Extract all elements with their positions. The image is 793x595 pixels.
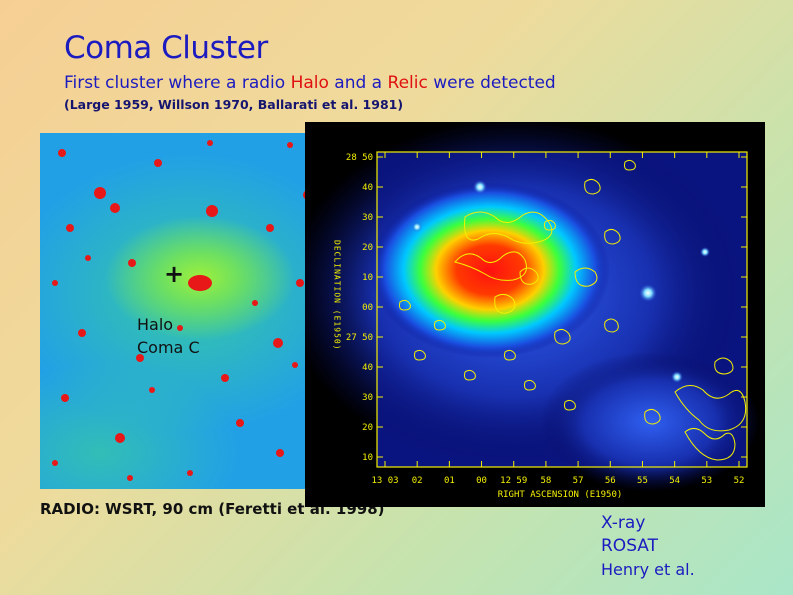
x-tick-label: 01 xyxy=(444,476,455,486)
declination-axis-label: DECLINATION (E1950) xyxy=(333,240,342,351)
y-tick-label: 20 xyxy=(362,243,373,253)
right-ascension-axis-label: RIGHT ASCENSION (E1950) xyxy=(498,490,623,500)
x-tick-label: 52 xyxy=(734,476,745,486)
subtitle-text-1: First cluster where a radio xyxy=(64,73,291,93)
halo-highlight: Halo xyxy=(290,73,329,93)
cluster-center-marker: + xyxy=(164,260,185,288)
radio-map-image xyxy=(40,133,340,489)
relic-highlight: Relic xyxy=(387,73,428,93)
y-tick-label: 40 xyxy=(362,363,373,373)
x-tick-label: 55 xyxy=(637,476,648,486)
radio-caption: RADIO: WSRT, 90 cm (Feretti et al. 1998) xyxy=(40,500,385,518)
halo-label-line2: Coma C xyxy=(137,338,200,357)
x-tick-label: 58 xyxy=(540,476,551,486)
y-tick-label: 27 50 xyxy=(346,333,373,343)
subtitle-text-2: and a xyxy=(328,73,388,93)
xray-caption: X-ray ROSAT Henry et al. xyxy=(601,512,695,581)
halo-label: Halo Coma C xyxy=(137,313,200,359)
y-tick-label: 00 xyxy=(362,303,373,313)
x-tick-label: 54 xyxy=(669,476,680,486)
subtitle-text-3: were detected xyxy=(427,73,556,93)
radio-sources xyxy=(52,140,328,481)
x-tick-label: 57 xyxy=(573,476,584,486)
y-tick-label: 30 xyxy=(362,393,373,403)
x-tick-label: 12 59 xyxy=(500,476,527,486)
x-tick-label: 13 03 xyxy=(371,476,398,486)
xray-caption-line2: ROSAT xyxy=(601,536,658,556)
xray-plot: 28 50 40 30 20 10 00 27 50 40 30 20 10 13 03 02 01 00… xyxy=(305,122,760,500)
y-tick-label: 40 xyxy=(362,183,373,193)
x-tick-label: 02 xyxy=(412,476,423,486)
x-tick-label: 53 xyxy=(701,476,712,486)
x-tick-label: 00 xyxy=(476,476,487,486)
slide-subtitle: First cluster where a radio Halo and a R… xyxy=(64,73,556,93)
y-tick-label: 10 xyxy=(362,453,373,463)
xray-caption-line3: Henry et al. xyxy=(601,560,695,579)
y-tick-label: 28 50 xyxy=(346,153,373,163)
y-tick-label: 30 xyxy=(362,213,373,223)
halo-label-line1: Halo xyxy=(137,315,174,334)
xray-image: 28 50 40 30 20 10 00 27 50 40 30 20 10 13 03 02 01 00… xyxy=(305,122,765,507)
y-tick-label: 20 xyxy=(362,423,373,433)
references: (Large 1959, Willson 1970, Ballarati et … xyxy=(64,97,404,112)
slide-title: Coma Cluster xyxy=(64,30,268,66)
y-tick-label: 10 xyxy=(362,273,373,283)
x-tick-label: 56 xyxy=(605,476,616,486)
xray-caption-line1: X-ray xyxy=(601,513,646,533)
